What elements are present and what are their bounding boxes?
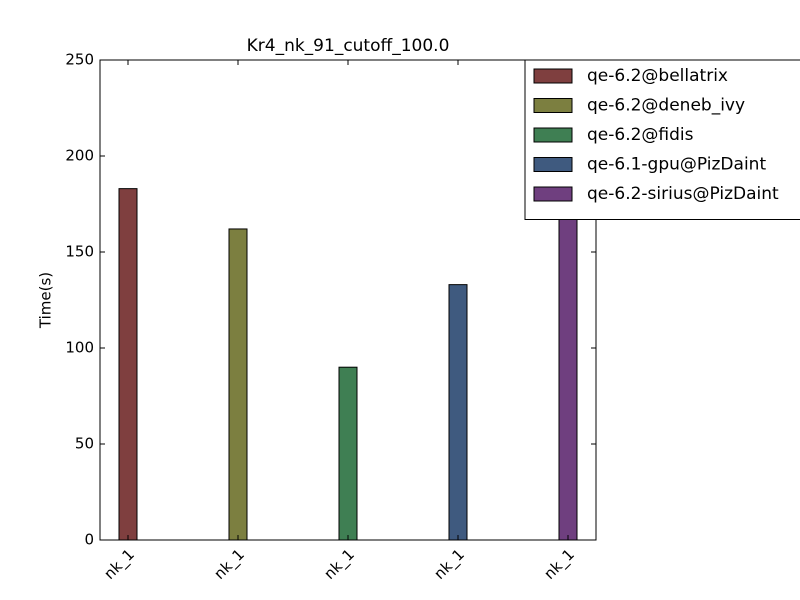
legend-label: qe-6.2@fidis: [587, 125, 694, 145]
y-tick-label: 250: [65, 51, 94, 69]
chart-title: Kr4_nk_91_cutoff_100.0: [247, 36, 450, 56]
y-tick-label: 150: [65, 243, 94, 261]
legend-swatch: [533, 68, 573, 84]
legend-swatch: [533, 157, 573, 172]
legend-label: qe-6.2@deneb_ivy: [587, 96, 745, 116]
legend-label: qe-6.2-sirius@PizDaint: [587, 184, 779, 204]
bar: [448, 284, 468, 541]
y-tick-label: 50: [75, 435, 94, 453]
legend-label: qe-6.1-gpu@PizDaint: [587, 155, 766, 175]
legend-swatch: [533, 98, 573, 113]
bar: [338, 366, 358, 541]
legend-swatch: [533, 127, 573, 143]
y-tick-label: 200: [65, 147, 94, 165]
bar: [118, 188, 138, 541]
legend-label: qe-6.2@bellatrix: [587, 66, 728, 86]
y-tick-label: 0: [84, 531, 94, 549]
bar: [558, 197, 578, 541]
legend-swatch: [533, 186, 573, 202]
plot-frame: [99, 59, 597, 541]
y-tick-label: 100: [65, 339, 94, 357]
y-axis-label: Time(s): [37, 272, 55, 329]
bar: [228, 228, 248, 541]
